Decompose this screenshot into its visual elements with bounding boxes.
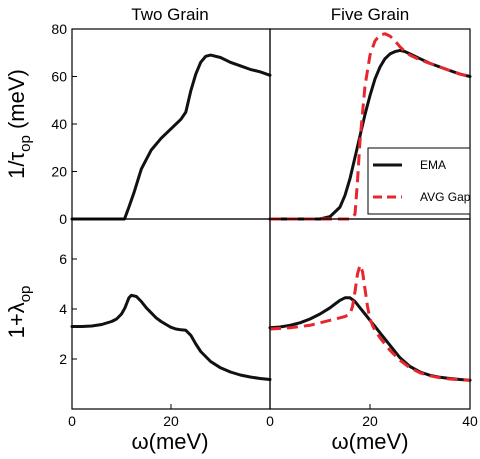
series-line-bottom-right-1 bbox=[269, 263, 471, 382]
y-tick-label: 6 bbox=[59, 251, 67, 267]
panel-top-left: 0 20 40 60 80 bbox=[51, 21, 272, 227]
series-line-bottom-right-0 bbox=[268, 296, 472, 382]
x-tick-label: 0 bbox=[68, 413, 76, 429]
panel-top-right: EMA AVG Gap bbox=[268, 28, 472, 221]
legend: EMA AVG Gap bbox=[367, 147, 471, 215]
y-tick-label: 40 bbox=[51, 116, 67, 132]
ylabel-bottom: 1+λop bbox=[4, 286, 34, 339]
y-tick-label: 0 bbox=[59, 211, 67, 227]
x-tick-label: 40 bbox=[462, 413, 478, 429]
ylabel-bottom-text: 1+λop bbox=[4, 286, 34, 339]
panel-frame-top-left bbox=[71, 28, 271, 220]
title-five-grain: Five Grain bbox=[331, 5, 409, 24]
x-tick-label: 0 bbox=[266, 413, 274, 429]
legend-label-0: EMA bbox=[420, 158, 446, 172]
x-tick-label: 20 bbox=[163, 413, 179, 429]
y-tick-label: 2 bbox=[59, 351, 67, 367]
legend-label-1: AVG Gap bbox=[420, 190, 471, 204]
y-tick-label: 60 bbox=[51, 69, 67, 85]
ylabel-top: 1/τop (meV) bbox=[4, 69, 34, 179]
series-line-top-right-1 bbox=[270, 32, 471, 221]
series-line-top-left-0 bbox=[70, 53, 272, 221]
legend-box bbox=[367, 147, 471, 215]
panel-frame-bottom-left bbox=[71, 218, 271, 410]
y-tick-label: 20 bbox=[51, 164, 67, 180]
xlabel-left: ω(meV) bbox=[131, 429, 208, 454]
series-line-bottom-left-0 bbox=[70, 293, 272, 381]
title-two-grain: Two Grain bbox=[131, 5, 208, 24]
panel-bottom-right: 20 40 bbox=[268, 218, 478, 429]
y-tick-label: 4 bbox=[59, 301, 67, 317]
ylabel-top-text: 1/τop (meV) bbox=[4, 69, 34, 179]
panel-frame-bottom-right bbox=[269, 218, 471, 410]
y-tick-label: 80 bbox=[51, 21, 67, 37]
x-tick-label: 20 bbox=[362, 413, 378, 429]
xlabel-right: ω(meV) bbox=[331, 429, 408, 454]
panel-bottom-left: 2 4 6 0 20 0 bbox=[59, 218, 274, 429]
